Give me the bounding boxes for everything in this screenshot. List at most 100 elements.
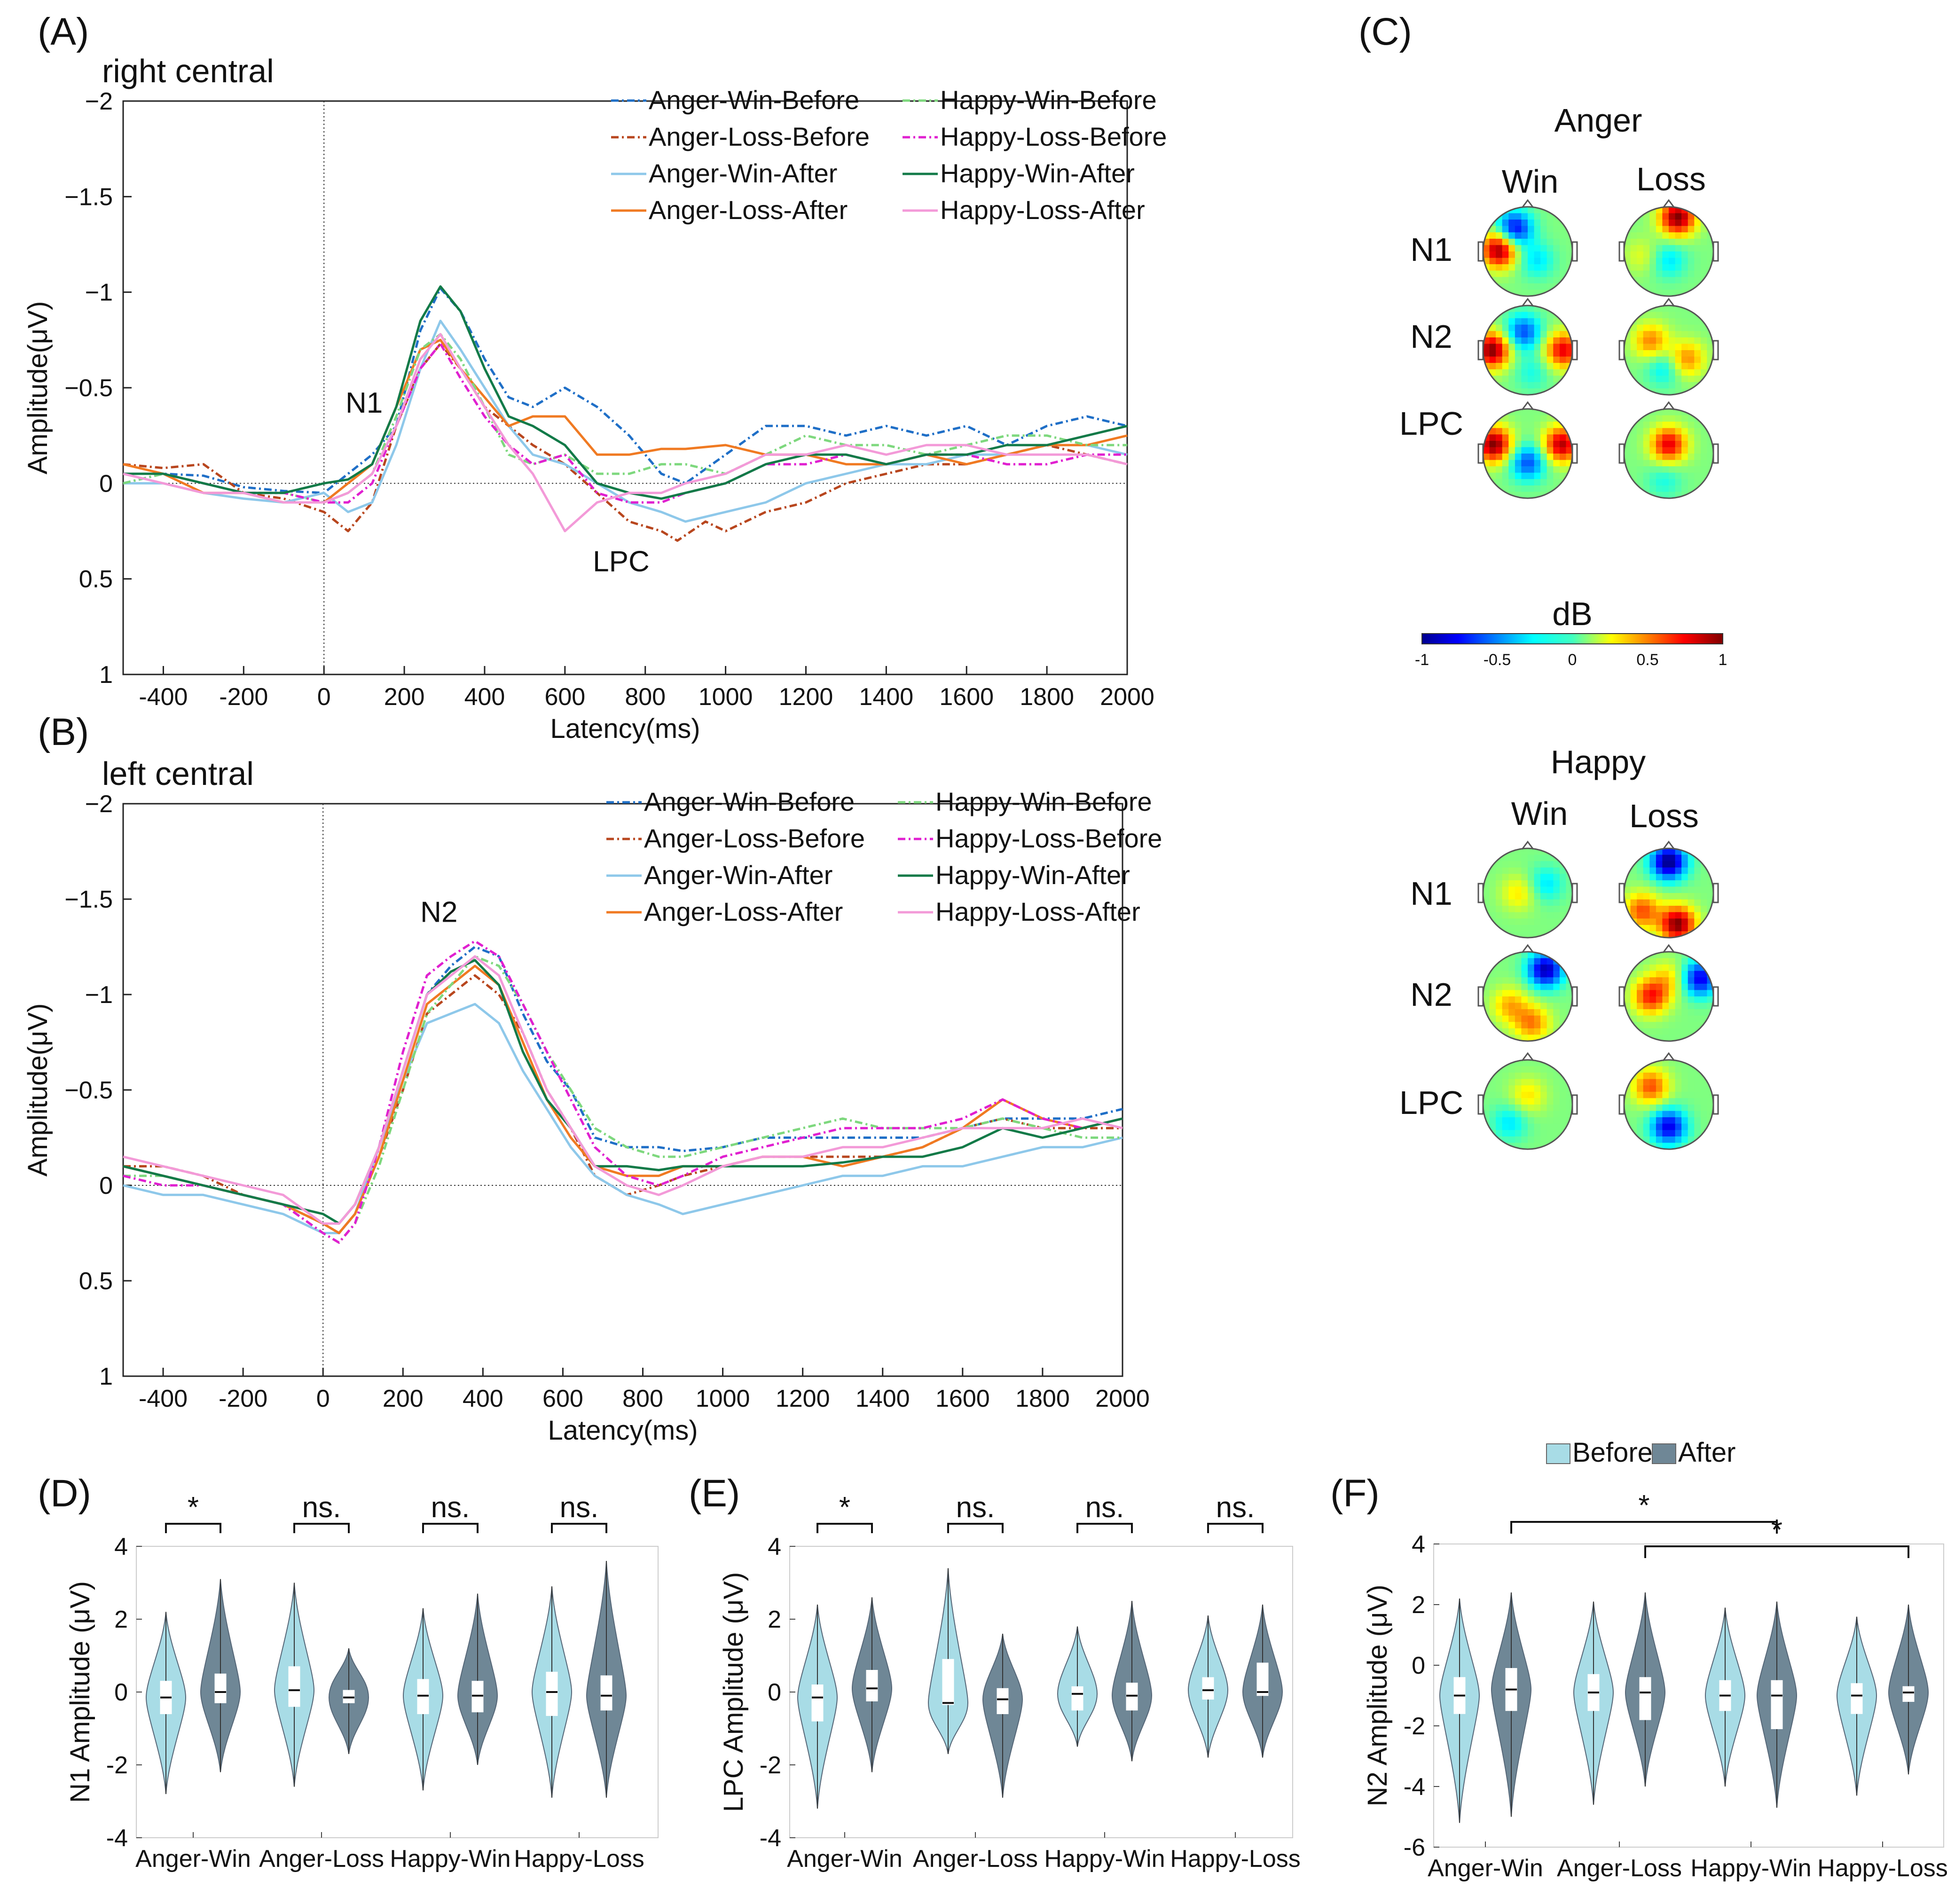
topomap-cell [1675,1091,1682,1099]
topomap-cell [1656,415,1663,422]
x-tick-label: 1600 [935,1385,990,1412]
topomap-cell [1553,363,1560,370]
topomap-cell [1637,369,1644,376]
topomap-cell [1515,369,1522,376]
topomap-cell [1540,226,1547,233]
topomap-cell [1630,290,1637,296]
topomap-cell [1547,213,1554,220]
topomap-cell [1528,258,1535,265]
topomap-cell [1534,460,1541,467]
topomap-cell [1688,1073,1695,1080]
y-tick-label: −2 [85,791,113,818]
topomap-cell [1489,1060,1496,1067]
topomap-cell [1669,1105,1676,1112]
topomap-cell [1643,958,1650,965]
topomap-cell [1566,854,1572,862]
topomap-cell [1662,382,1669,389]
topomap-cell [1681,363,1688,370]
x-tick-label: -200 [219,1385,267,1412]
topomap-cell [1496,245,1503,252]
topomap-cell [1515,983,1522,991]
topomap-cell [1669,1015,1676,1023]
topomap-cell [1540,1066,1547,1073]
topomap-cell [1528,1060,1535,1067]
y-tick-label: −1 [85,981,113,1009]
topomap-cell [1528,1117,1535,1124]
topomap-cell [1540,912,1547,919]
topomap-cell [1637,1130,1644,1137]
topomap-cell [1643,258,1650,265]
topomap-cell [1624,996,1631,1003]
topomap-cell [1624,312,1631,319]
topomap-cell [1649,447,1657,454]
topomap-cell [1662,207,1669,214]
topomap-cell [1637,1073,1644,1080]
topomap-cell [1681,880,1688,887]
topomap-cell [1688,906,1695,913]
topomap-cell [1643,369,1650,376]
topomap-cell [1534,1105,1541,1112]
x-tick-label: 1000 [696,1385,750,1412]
topomap-cell [1688,447,1695,454]
topomap-cell [1637,848,1644,855]
topomap-cell [1496,983,1503,991]
topomap-cell [1694,996,1701,1003]
topomap-cell [1630,906,1637,913]
topomap-cell [1515,1085,1522,1092]
topomap-cell [1643,1105,1650,1112]
topomap-cell [1489,1091,1496,1099]
topomap-cell [1694,388,1701,395]
topomap-cell [1528,270,1535,278]
topomap-cell [1559,931,1567,938]
topomap-cell [1521,460,1528,467]
topomap-cell [1502,1015,1509,1023]
topomap-cell [1489,485,1496,493]
topomap-cell [1559,1003,1567,1010]
topomap-cell [1496,479,1503,486]
topomap-cell [1502,258,1509,265]
topomap-cell [1559,1009,1567,1016]
topomap-cell [1624,1105,1631,1112]
topomap-cell [1528,479,1535,486]
topomap-cell [1547,1079,1554,1086]
x-tick-label: -200 [219,683,268,711]
topomap-cell [1566,409,1572,416]
topomap-cell [1675,251,1682,259]
topomap-cell [1656,376,1663,383]
topomap-cell [1547,880,1554,887]
topomap-cell [1675,454,1682,461]
topomap-cell [1566,925,1572,932]
topomap-cell [1489,258,1496,265]
topomap-cell [1681,337,1688,345]
topomap-cell [1688,1022,1695,1029]
topomap-cell [1515,1117,1522,1124]
topomap-cell [1681,1130,1688,1137]
topomap-cell [1681,369,1688,376]
topomap-cell [1656,219,1663,227]
topomap-cell [1515,1066,1522,1073]
topomap-cell [1707,958,1713,965]
topomap-cell [1521,964,1528,972]
significance-bracket [551,1523,607,1533]
topomap-cell [1630,1091,1637,1099]
topomap-cell [1528,1143,1535,1149]
topomap-cell [1559,1105,1567,1112]
topomap-cell [1649,1073,1657,1080]
topomap-cell [1547,324,1554,332]
topomap-cell [1675,1009,1682,1016]
topomap-cell [1566,848,1572,855]
happy-col-win: Win [1511,795,1568,832]
topomap-cell [1656,1015,1663,1023]
topomap-cell [1669,912,1676,919]
topomap-cell [1508,350,1515,357]
topomap-cell [1528,1111,1535,1118]
topomap-cell [1496,848,1503,855]
topography-panel: Anger Happy Win Loss Win Loss N1 N2 LPC … [1399,102,1727,1150]
topomap-cell [1528,245,1535,252]
topomap-cell [1547,251,1554,259]
topomap-cell [1675,270,1682,278]
topomap-cell [1534,1066,1541,1073]
topomap-cell [1694,977,1701,984]
topomap-cell [1649,1130,1657,1137]
topomap-cell [1489,492,1496,498]
